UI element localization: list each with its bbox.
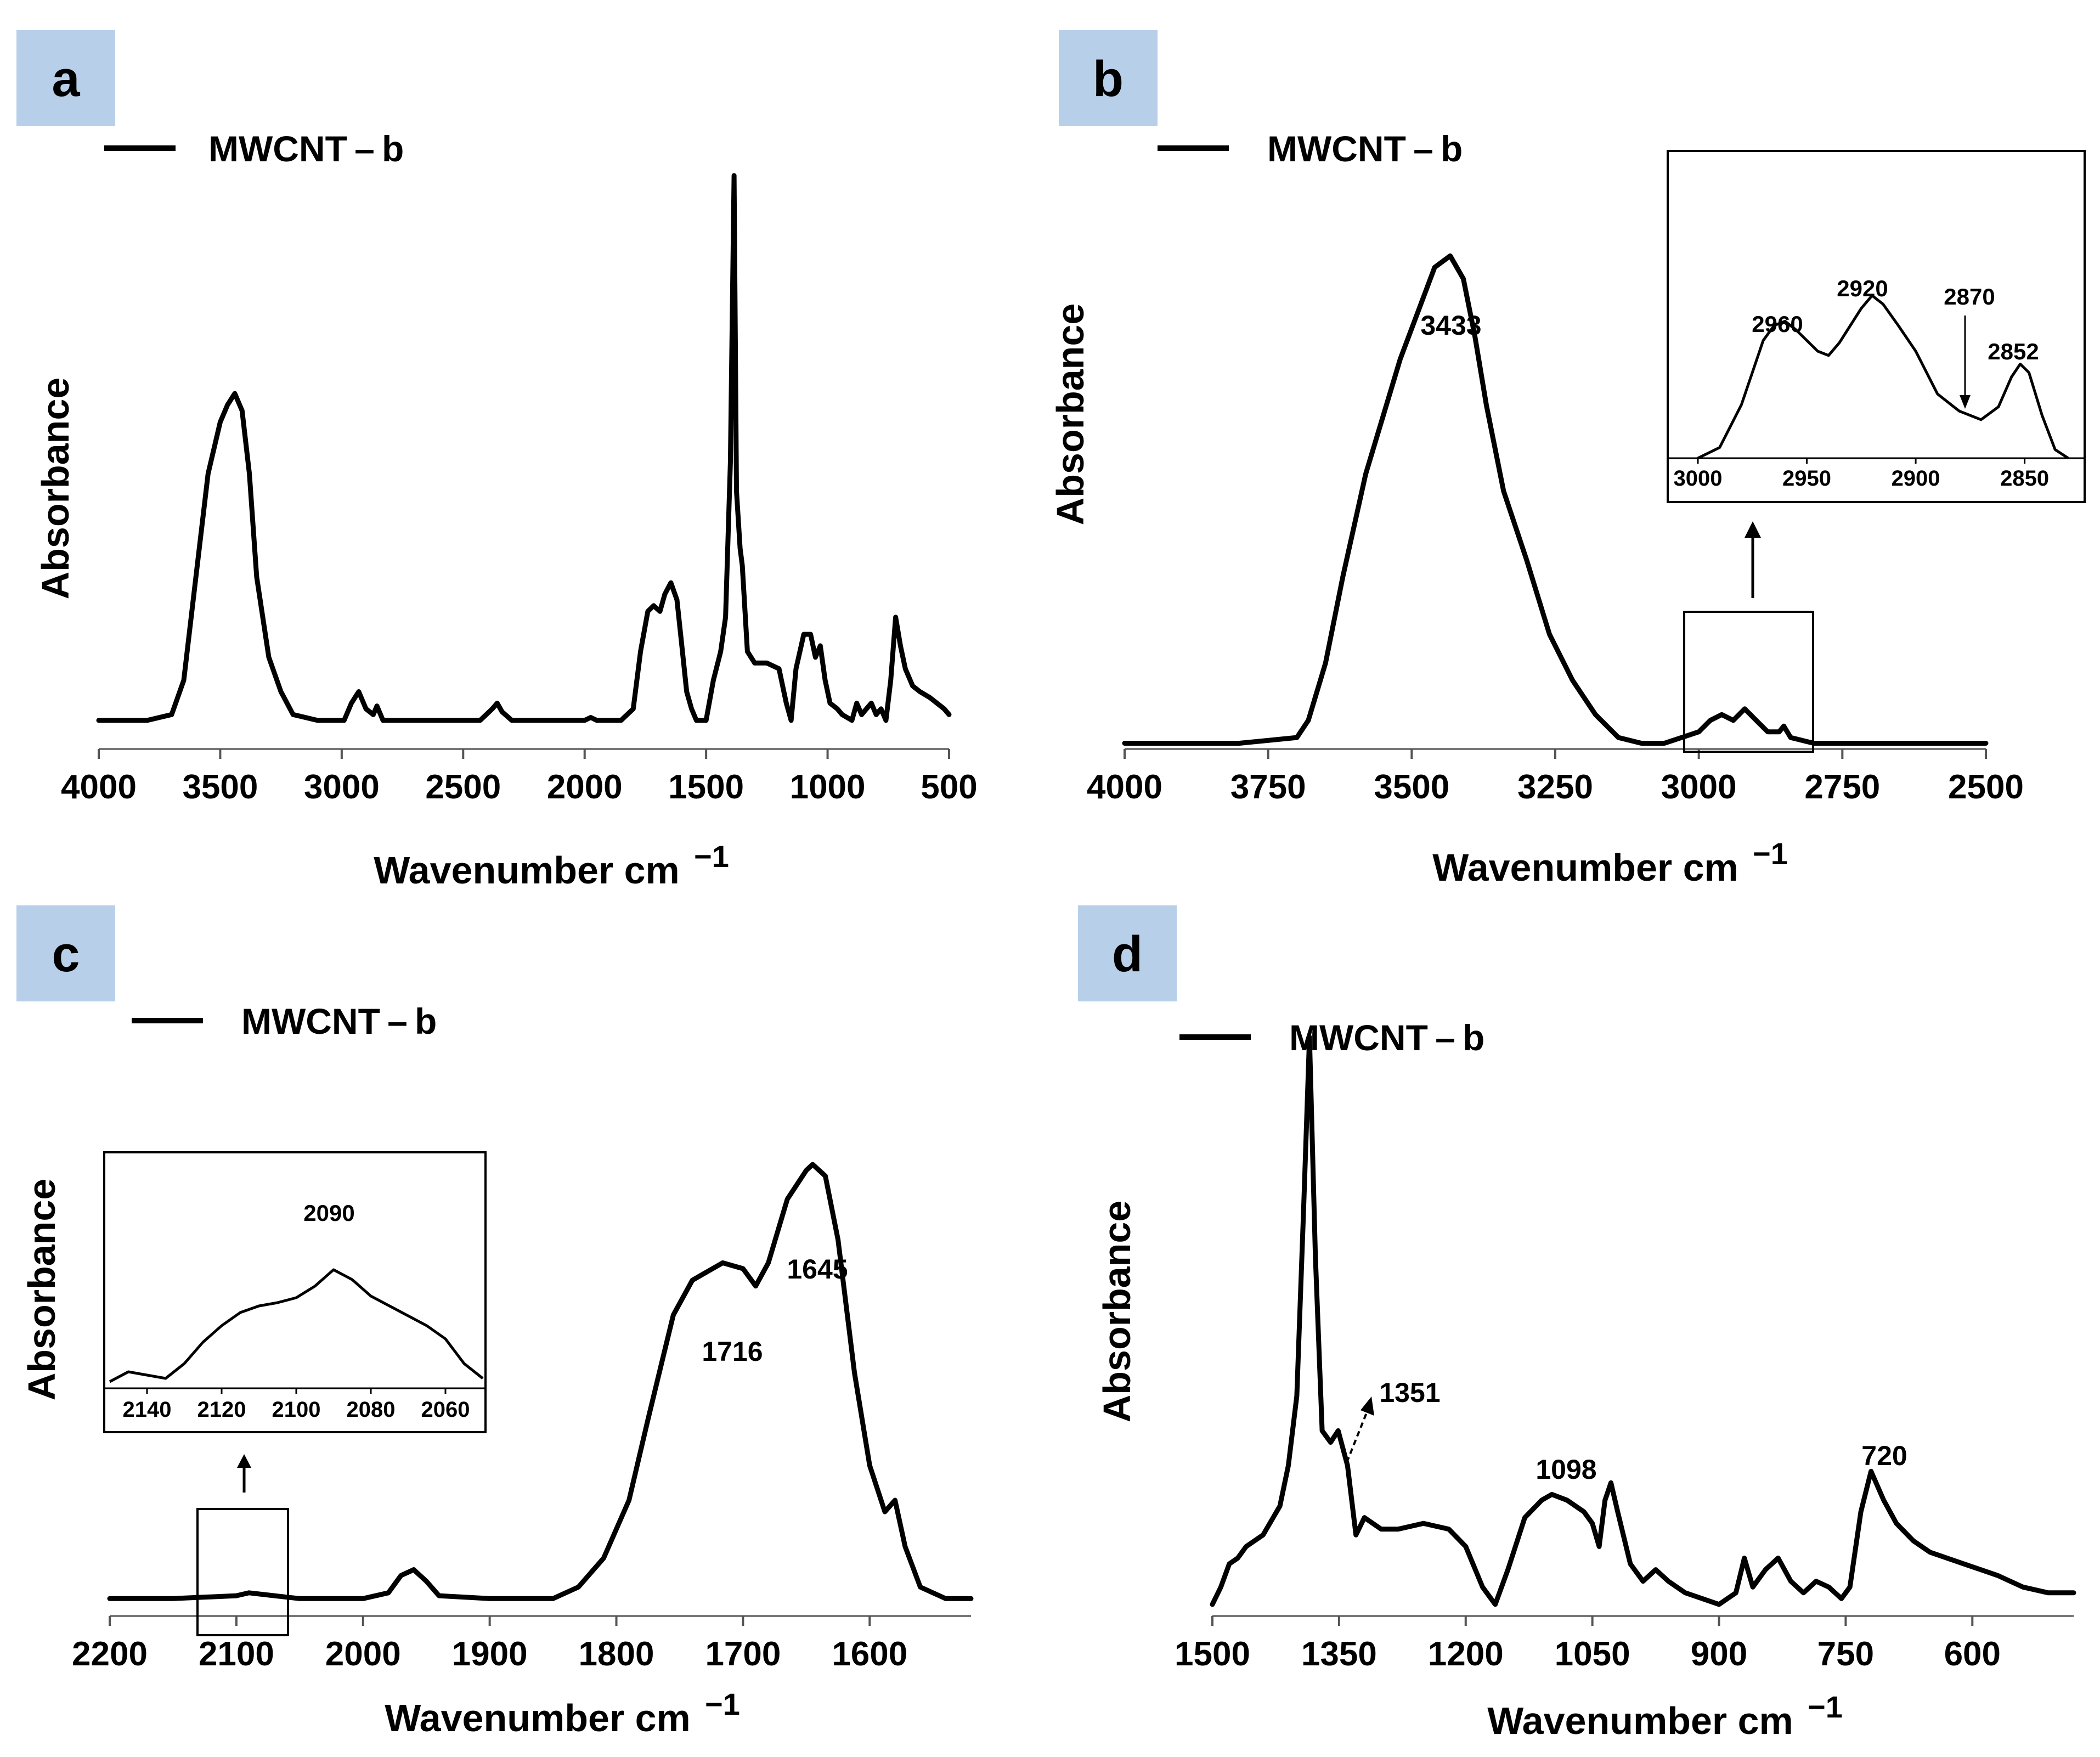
x-tick-label: 1500 [1175, 1635, 1250, 1673]
x-tick-label: 3000 [304, 768, 380, 806]
inset-x-tick-label: 2100 [272, 1398, 321, 1422]
inset-x-tick-label: 2080 [347, 1398, 396, 1422]
inset-series-line [109, 1268, 484, 1383]
inset-x-tick-label: 3000 [1674, 466, 1723, 491]
x-tick-label: 3750 [1230, 768, 1306, 806]
x-tick-label: 2500 [425, 768, 501, 806]
x-tick-label: 1900 [452, 1635, 528, 1673]
x-axis-label-exponent: −1 [694, 839, 729, 874]
panel-badge [16, 30, 115, 126]
panel-d: d MWCNT – b 1500 1350 1200 1050 900 750 600 Waven… [1078, 905, 2076, 1742]
panel-letter: d [1112, 926, 1143, 982]
inset-x-tick-label: 2060 [421, 1398, 470, 1422]
panel-badge [1078, 905, 1177, 1001]
panel-letter: c [52, 926, 80, 982]
inset-series-line [1697, 294, 2069, 460]
x-tick-label: 600 [1944, 1635, 2001, 1673]
x-tick-label: 750 [1817, 1635, 1874, 1673]
peak-label: 3433 [1420, 310, 1481, 341]
zoom-arrowhead [237, 1454, 251, 1468]
inset-peak-label: 2960 [1752, 311, 1803, 337]
x-axis-label-exponent: −1 [1808, 1690, 1843, 1724]
y-axis-label: Absorbance [1096, 1201, 1138, 1423]
x-tick-label: 3000 [1661, 768, 1737, 806]
y-axis-label: Absorbance [34, 378, 77, 600]
y-axis-label: Absorbance [20, 1179, 63, 1401]
x-tick-label: 3500 [182, 768, 258, 806]
x-tick-label: 1500 [668, 768, 744, 806]
x-tick-label: 3500 [1374, 768, 1449, 806]
x-axis-label: Wavenumber cm [1432, 846, 1738, 889]
x-tick-label: 2200 [72, 1635, 148, 1673]
x-tick-label: 1000 [790, 768, 866, 806]
panel-badge [1059, 30, 1158, 126]
x-tick-label: 900 [1691, 1635, 1747, 1673]
inset-x-tick-label: 2120 [197, 1398, 246, 1422]
series-line-0 [1210, 1034, 2076, 1607]
panel-a: a MWCNT – b 4000 3500 3000 2500 2000 1500 1000 50… [16, 30, 978, 892]
legend-label: MWCNT – b [208, 128, 404, 169]
x-axis-label-exponent: −1 [705, 1687, 740, 1721]
inset-peak-label: 2920 [1837, 275, 1888, 301]
zoom-region-box [196, 1508, 289, 1636]
inset-peak-label: 2090 [303, 1200, 354, 1226]
inset-peak-label: 2852 [1988, 339, 2039, 364]
panel-c: c MWCNT – b 2200 2100 2000 1900 1800 1700 1600 Wa… [16, 905, 974, 1739]
panel-badge [16, 905, 115, 1001]
x-tick-label: 2750 [1804, 768, 1880, 806]
panel-letter: b [1093, 51, 1124, 107]
peak-label: 1645 [787, 1254, 848, 1285]
x-tick-label: 1350 [1301, 1635, 1377, 1673]
x-tick-label: 4000 [1087, 768, 1162, 806]
x-tick-label: 1050 [1555, 1635, 1630, 1673]
inset-arrowhead [1960, 395, 1971, 409]
x-axis-label: Wavenumber cm [1487, 1699, 1793, 1742]
x-tick-label: 2100 [199, 1635, 274, 1673]
peak-arrow [1346, 1407, 1370, 1463]
peak-label: 1716 [702, 1336, 763, 1367]
legend-label: MWCNT – b [1289, 1017, 1484, 1058]
x-tick-label: 2000 [325, 1635, 401, 1673]
x-tick-label: 1700 [705, 1635, 781, 1673]
x-tick-label: 2500 [1948, 768, 2024, 806]
series-line-0 [1122, 253, 1989, 746]
peak-label: 720 [1861, 1440, 1907, 1471]
inset-x-tick-label: 2950 [1782, 466, 1831, 491]
inset-x-tick-label: 2140 [123, 1398, 172, 1422]
x-axis-label-exponent: −1 [1753, 836, 1788, 871]
panel-b: b MWCNT – b 4000 3750 3500 3250 3000 2750 2500 Wa… [1049, 30, 2086, 889]
x-axis-label: Wavenumber cm [385, 1697, 691, 1739]
inset-x-tick-label: 2850 [2000, 466, 2049, 491]
x-tick-label: 1200 [1428, 1635, 1504, 1673]
x-tick-label: 2000 [547, 768, 623, 806]
inset-x-tick-label: 2900 [1892, 466, 1940, 491]
x-axis-label: Wavenumber cm [374, 849, 680, 892]
x-tick-label: 3250 [1517, 768, 1593, 806]
panel-letter: a [52, 51, 80, 107]
inset-frame [103, 1151, 487, 1433]
x-tick-label: 1600 [832, 1635, 907, 1673]
inset-peak-label: 2870 [1944, 284, 1995, 309]
x-tick-label: 4000 [61, 768, 137, 806]
legend-label: MWCNT – b [241, 1001, 437, 1041]
peak-arrowhead [1361, 1396, 1374, 1416]
y-axis-label: Absorbance [1049, 303, 1092, 526]
x-tick-label: 1800 [579, 1635, 654, 1673]
series-line-0 [96, 173, 952, 723]
peak-label: 1098 [1536, 1454, 1596, 1485]
zoom-arrowhead [1745, 521, 1761, 538]
zoom-region-box [1683, 611, 1814, 753]
inset-frame [1667, 150, 2086, 503]
series-line-0 [107, 1162, 974, 1601]
x-tick-label: 500 [921, 768, 977, 806]
peak-label: 1351 [1379, 1377, 1440, 1408]
legend-label: MWCNT – b [1267, 128, 1463, 169]
